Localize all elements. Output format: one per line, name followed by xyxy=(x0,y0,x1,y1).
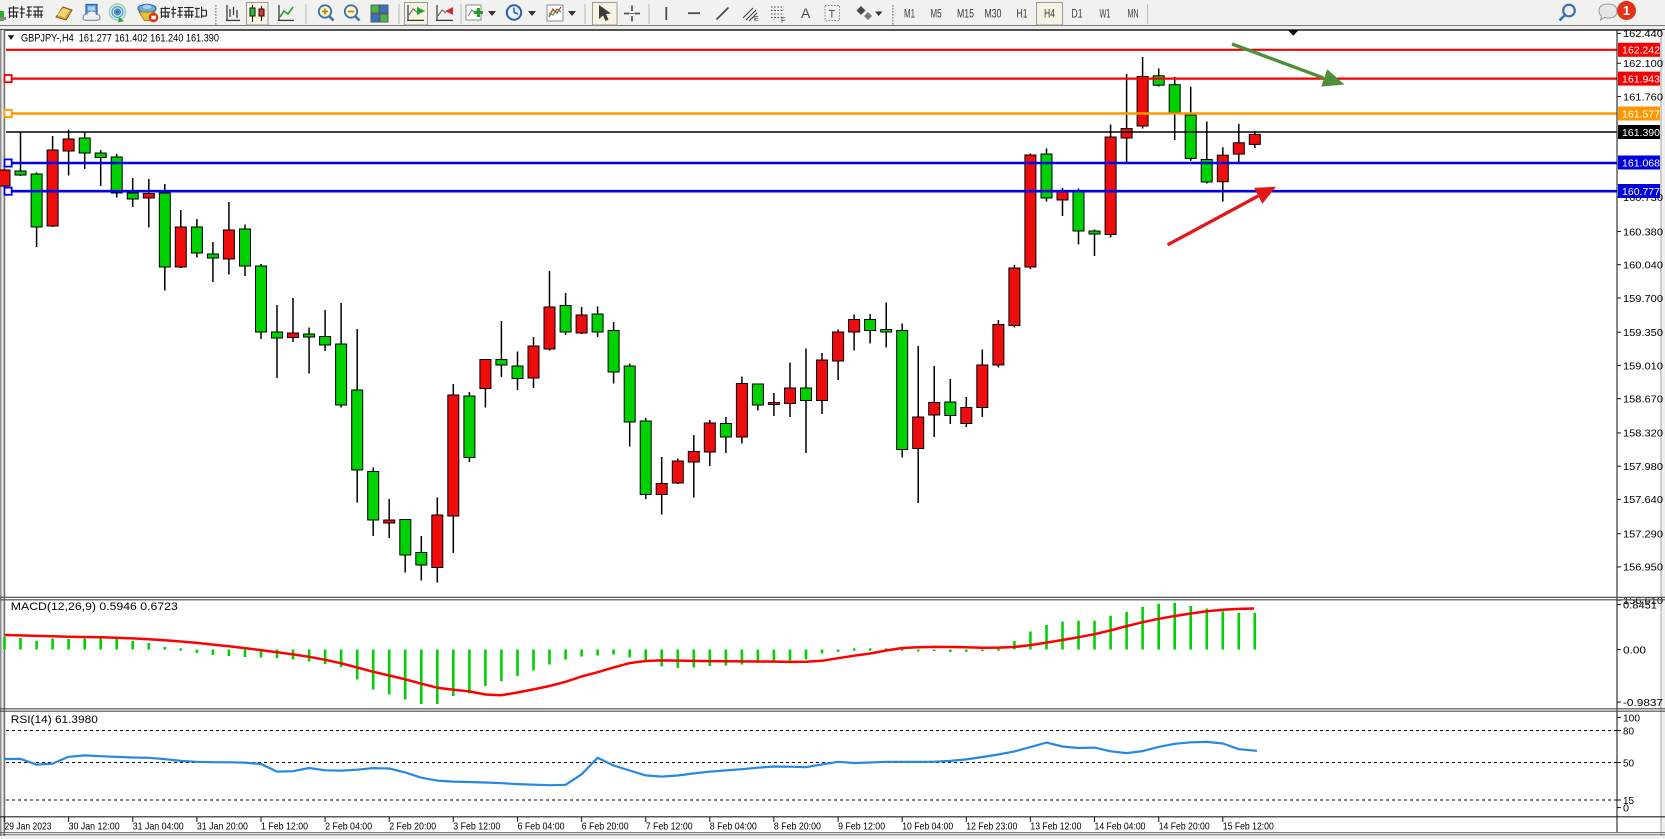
svg-text:161.760: 161.760 xyxy=(1623,91,1663,103)
svg-text:156.950: 156.950 xyxy=(1623,562,1663,574)
svg-text:M5: M5 xyxy=(931,9,942,21)
svg-text:159.010: 159.010 xyxy=(1623,360,1663,372)
svg-text:31 Jan 04:00: 31 Jan 04:00 xyxy=(133,822,184,833)
svg-text:100: 100 xyxy=(1623,712,1640,724)
svg-text:2 Feb 04:00: 2 Feb 04:00 xyxy=(325,822,372,833)
svg-text:157.640: 157.640 xyxy=(1623,494,1663,506)
svg-text:12 Feb 23:00: 12 Feb 23:00 xyxy=(966,822,1017,833)
svg-text:161.577: 161.577 xyxy=(1622,108,1660,120)
svg-text:157.290: 157.290 xyxy=(1623,529,1663,541)
svg-text:E: E xyxy=(754,16,759,23)
svg-text:T: T xyxy=(829,9,836,21)
svg-text:MN: MN xyxy=(1128,9,1139,21)
svg-text:50: 50 xyxy=(1623,757,1634,769)
svg-text:162.440: 162.440 xyxy=(1623,28,1663,40)
svg-text:1 Feb 12:00: 1 Feb 12:00 xyxy=(261,822,308,833)
svg-text:158.670: 158.670 xyxy=(1623,394,1663,406)
svg-text:162.100: 162.100 xyxy=(1623,58,1663,70)
svg-text:162.242: 162.242 xyxy=(1622,45,1660,57)
svg-text:A: A xyxy=(801,5,811,21)
svg-text:161.943: 161.943 xyxy=(1622,73,1660,85)
svg-text:0: 0 xyxy=(1623,802,1629,814)
svg-text:H4: H4 xyxy=(1044,9,1055,21)
svg-text:6 Feb 04:00: 6 Feb 04:00 xyxy=(518,822,565,833)
svg-text:15: 15 xyxy=(1623,795,1634,807)
svg-text:157.980: 157.980 xyxy=(1623,461,1663,473)
svg-text:161.390: 161.390 xyxy=(1622,127,1660,139)
svg-text:-0.9837: -0.9837 xyxy=(1623,697,1663,709)
svg-text:0.00: 0.00 xyxy=(1623,644,1646,656)
svg-text:13 Feb 12:00: 13 Feb 12:00 xyxy=(1030,822,1081,833)
svg-text:30 Jan 12:00: 30 Jan 12:00 xyxy=(69,822,120,833)
svg-text:160.040: 160.040 xyxy=(1623,260,1663,272)
svg-text:3 Feb 12:00: 3 Feb 12:00 xyxy=(453,822,500,833)
svg-text:F: F xyxy=(781,16,786,25)
svg-text:M1: M1 xyxy=(904,9,915,21)
svg-text:159.350: 159.350 xyxy=(1623,327,1663,339)
svg-text:6 Feb 20:00: 6 Feb 20:00 xyxy=(582,822,629,833)
svg-text:7 Feb 12:00: 7 Feb 12:00 xyxy=(646,822,693,833)
svg-text:29 Jan 2023: 29 Jan 2023 xyxy=(5,822,52,833)
svg-text:W1: W1 xyxy=(1100,9,1111,21)
svg-text:1: 1 xyxy=(1623,3,1630,18)
svg-text:14 Feb 04:00: 14 Feb 04:00 xyxy=(1095,822,1146,833)
svg-text:10 Feb 04:00: 10 Feb 04:00 xyxy=(902,822,953,833)
svg-text:156.610: 156.610 xyxy=(1623,595,1663,607)
svg-text:158.320: 158.320 xyxy=(1623,428,1663,440)
svg-text:8 Feb 20:00: 8 Feb 20:00 xyxy=(774,822,821,833)
svg-text:MACD(12,26,9) 0.5946 0.6723: MACD(12,26,9) 0.5946 0.6723 xyxy=(11,601,178,613)
svg-text:15 Feb 12:00: 15 Feb 12:00 xyxy=(1223,822,1274,833)
svg-text:M15: M15 xyxy=(957,9,974,21)
svg-text:9 Feb 12:00: 9 Feb 12:00 xyxy=(838,822,885,833)
svg-text:160.777: 160.777 xyxy=(1622,186,1660,198)
svg-text:80: 80 xyxy=(1623,725,1634,737)
svg-text:GBPJPY-,H4 161.277 161.402 16: GBPJPY-,H4 161.277 161.402 161.240 161.3… xyxy=(21,33,219,45)
svg-text:8 Feb 04:00: 8 Feb 04:00 xyxy=(710,822,757,833)
svg-text:14 Feb 20:00: 14 Feb 20:00 xyxy=(1159,822,1210,833)
svg-text:D1: D1 xyxy=(1072,9,1083,21)
svg-text:0.8451: 0.8451 xyxy=(1623,599,1657,611)
svg-text:H1: H1 xyxy=(1017,9,1028,21)
svg-text:2 Feb 20:00: 2 Feb 20:00 xyxy=(389,822,436,833)
svg-text:RSI(14) 61.3980: RSI(14) 61.3980 xyxy=(11,714,98,726)
svg-text:160.380: 160.380 xyxy=(1623,226,1663,238)
svg-text:31 Jan 20:00: 31 Jan 20:00 xyxy=(197,822,248,833)
svg-text:M30: M30 xyxy=(985,9,1002,21)
svg-text:159.700: 159.700 xyxy=(1623,293,1663,305)
svg-text:161.068: 161.068 xyxy=(1622,157,1660,169)
